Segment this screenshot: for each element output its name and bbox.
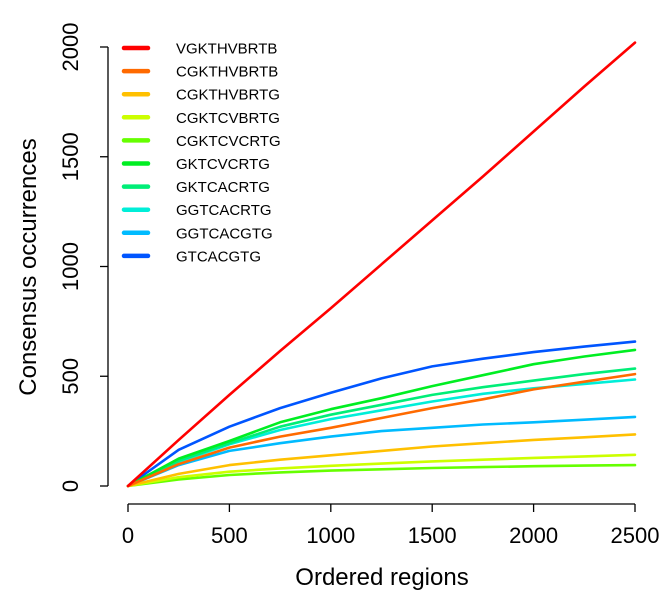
y-tick-label: 1000	[58, 242, 83, 291]
legend-label: CGKTHVBRTG	[176, 87, 280, 104]
y-tick-label: 2000	[58, 23, 83, 72]
x-tick-label: 2500	[611, 523, 660, 548]
legend-item: GTCACGTG	[124, 248, 261, 265]
legend-item: GKTCVCRTG	[124, 156, 270, 173]
legend: VGKTHVBRTB CGKTHVBRTB CGKTHVBRTG CGKTCVBRTG…	[124, 41, 281, 266]
x-tick-label: 0	[122, 523, 134, 548]
x-tick-label: 1000	[306, 523, 355, 548]
legend-label: CGKTCVCRTG	[176, 133, 281, 150]
legend-label: GKTCVCRTG	[176, 156, 270, 173]
legend-label: VGKTHVBRTB	[176, 41, 277, 58]
x-tick-label: 2000	[509, 523, 558, 548]
y-tick-label: 1500	[58, 132, 83, 181]
legend-item: CGKTHVBRTG	[124, 87, 280, 104]
legend-label: GTCACGTG	[176, 248, 261, 265]
y-tick-label: 0	[58, 480, 83, 492]
legend-label: GKTCACRTG	[176, 179, 270, 196]
legend-label: GGTCACRTG	[176, 202, 272, 219]
y-tick-label: 500	[58, 358, 83, 395]
legend-item: GGTCACRTG	[124, 202, 272, 219]
legend-label: GGTCACGTG	[176, 225, 273, 242]
legend-item: CGKTHVBRTB	[124, 64, 278, 81]
x-tick-label: 1500	[408, 523, 457, 548]
y-axis-title: Consensus occurrences	[15, 138, 42, 395]
x-axis-title: Ordered regions	[295, 564, 468, 591]
legend-label: CGKTHVBRTB	[176, 64, 278, 81]
legend-item: GKTCACRTG	[124, 179, 270, 196]
legend-label: CGKTCVBRTG	[176, 110, 280, 127]
legend-item: CGKTCVCRTG	[124, 133, 281, 150]
x-tick-label: 500	[211, 523, 248, 548]
legend-item: VGKTHVBRTB	[124, 41, 277, 58]
legend-item: GGTCACGTG	[124, 225, 273, 242]
legend-item: CGKTCVBRTG	[124, 110, 280, 127]
